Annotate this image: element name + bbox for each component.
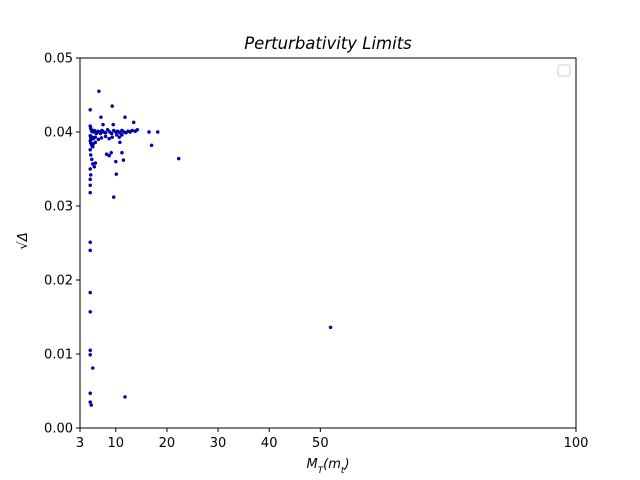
data-point	[88, 391, 93, 396]
data-point	[109, 131, 114, 136]
data-point	[105, 127, 110, 132]
x-tick-label: 50	[312, 436, 329, 451]
data-point	[130, 128, 134, 133]
data-point	[93, 135, 98, 139]
x-tick-label: 100	[564, 436, 589, 451]
data-point	[89, 403, 94, 407]
data-point	[155, 130, 160, 134]
data-point	[93, 161, 98, 165]
data-point	[110, 104, 115, 108]
y-tick-label: 0.03	[44, 200, 73, 215]
data-point	[101, 122, 105, 127]
data-point	[117, 135, 122, 139]
data-point	[88, 248, 93, 253]
data-point	[89, 157, 94, 162]
y-tick-label: 0.01	[44, 348, 73, 363]
data-point	[99, 136, 104, 140]
data-point	[88, 400, 93, 404]
chart-title: Perturbativity Limits	[244, 34, 412, 53]
data-point	[103, 134, 108, 139]
data-point	[147, 130, 151, 134]
data-point	[118, 140, 122, 145]
data-point	[114, 172, 119, 176]
data-point	[107, 136, 111, 141]
x-tick-label: 30	[210, 436, 227, 451]
data-point	[97, 89, 101, 94]
y-tick-label: 0.05	[44, 52, 73, 67]
data-point	[120, 150, 124, 155]
y-tick-label: 0.00	[44, 422, 73, 437]
data-point	[99, 115, 103, 119]
data-point	[88, 290, 93, 295]
data-point	[90, 366, 95, 370]
plot-area-frame	[79, 57, 577, 429]
data-point	[88, 348, 93, 353]
data-point	[111, 195, 116, 199]
data-point	[88, 240, 93, 245]
y-tick-label: 0.02	[44, 274, 73, 289]
scatter-points	[88, 89, 333, 407]
data-point	[111, 122, 116, 127]
data-point	[149, 143, 154, 148]
data-point	[90, 144, 95, 149]
data-point	[120, 133, 124, 137]
x-tick-label: 10	[108, 436, 125, 451]
x-tick-label: 3	[76, 436, 84, 451]
data-point	[176, 156, 181, 161]
data-point	[93, 140, 98, 145]
data-point	[88, 108, 93, 112]
data-point	[96, 137, 101, 142]
data-point	[109, 150, 113, 155]
data-point	[113, 159, 118, 164]
data-point	[118, 130, 122, 135]
x-tick-label: 20	[159, 436, 176, 451]
data-point	[88, 173, 93, 177]
legend-box	[557, 64, 571, 77]
data-point	[121, 158, 126, 162]
data-point	[88, 183, 93, 188]
data-point	[110, 135, 115, 139]
data-point	[123, 115, 127, 119]
data-point	[88, 167, 93, 171]
data-point	[88, 147, 93, 152]
data-point	[135, 127, 140, 132]
y-axis: 0.00 0.01 0.02 0.03 0.04 0.05	[44, 52, 80, 437]
data-point	[103, 130, 108, 135]
y-tick-label: 0.04	[44, 126, 73, 141]
data-point	[88, 177, 93, 182]
data-point	[98, 131, 103, 136]
data-point	[115, 133, 119, 137]
x-axis: 3 10 20 30 40 50 100	[76, 428, 589, 451]
x-tick-label: 40	[261, 436, 278, 451]
data-point	[88, 310, 93, 314]
data-point	[88, 190, 93, 195]
data-point	[107, 153, 111, 158]
data-point	[123, 395, 127, 399]
data-point	[131, 120, 136, 125]
data-point	[92, 164, 97, 169]
data-point	[328, 325, 333, 330]
data-point	[88, 153, 93, 157]
y-axis-label: √Δ	[16, 232, 31, 249]
data-point	[88, 352, 93, 357]
x-axis-label: MT(mt)	[306, 457, 349, 476]
